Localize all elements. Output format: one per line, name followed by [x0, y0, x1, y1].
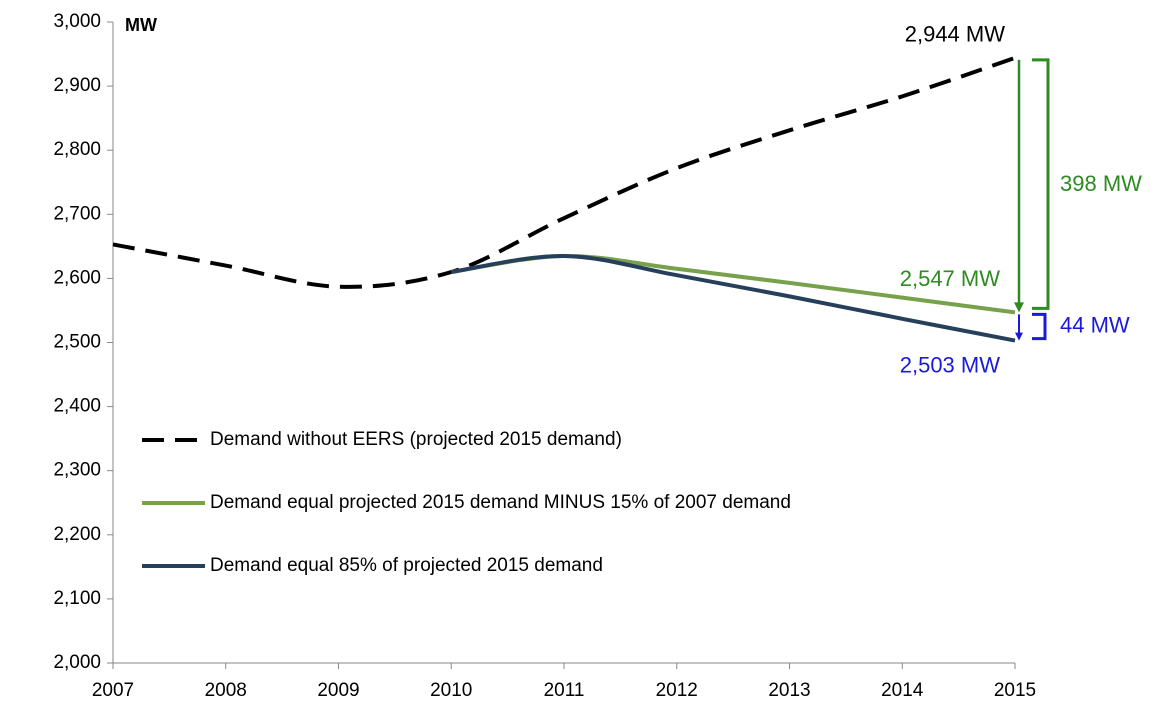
x-tick-label: 2015 [994, 680, 1036, 701]
x-tick-label: 2013 [768, 680, 810, 701]
legend-label: Demand equal projected 2015 demand MINUS… [210, 492, 791, 513]
annotation: 2,547 MW [900, 266, 1000, 291]
legend-label: Demand without EERS (projected 2015 dema… [210, 429, 622, 450]
y-tick-label: 2,000 [53, 652, 101, 673]
annotation: 2,944 MW [905, 22, 1005, 47]
y-tick-label: 2,200 [53, 524, 101, 545]
x-tick-label: 2014 [881, 680, 924, 701]
y-tick-label: 2,600 [53, 267, 101, 288]
y-tick-label: 3,000 [53, 11, 101, 32]
x-tick-label: 2008 [205, 680, 247, 701]
bracket [1032, 58, 1050, 310]
x-tick-label: 2011 [544, 680, 585, 701]
x-tick-label: 2009 [317, 680, 359, 701]
y-tick-label: 2,800 [53, 139, 101, 160]
legend-label: Demand equal 85% of projected 2015 deman… [210, 555, 603, 576]
series-line [112, 56, 1016, 289]
y-tick-label: 2,300 [53, 460, 101, 481]
x-tick-label: 2007 [92, 680, 134, 701]
arrow-head [1015, 332, 1023, 341]
y-axis-label: MW [125, 15, 157, 35]
arrow-head [1014, 302, 1024, 313]
y-tick-label: 2,100 [53, 588, 101, 609]
annotation: 44 MW [1060, 312, 1130, 337]
y-tick-label: 2,500 [53, 332, 101, 353]
annotation: 398 MW [1060, 171, 1142, 196]
series-line [450, 253, 1016, 343]
x-tick-label: 2012 [656, 680, 698, 701]
y-tick-label: 2,400 [53, 396, 101, 417]
y-tick-label: 2,900 [53, 75, 101, 96]
bracket [1032, 312, 1047, 341]
annotation: 2,503 MW [900, 352, 1000, 377]
x-tick-label: 2010 [430, 680, 472, 701]
y-tick-label: 2,700 [53, 203, 101, 224]
